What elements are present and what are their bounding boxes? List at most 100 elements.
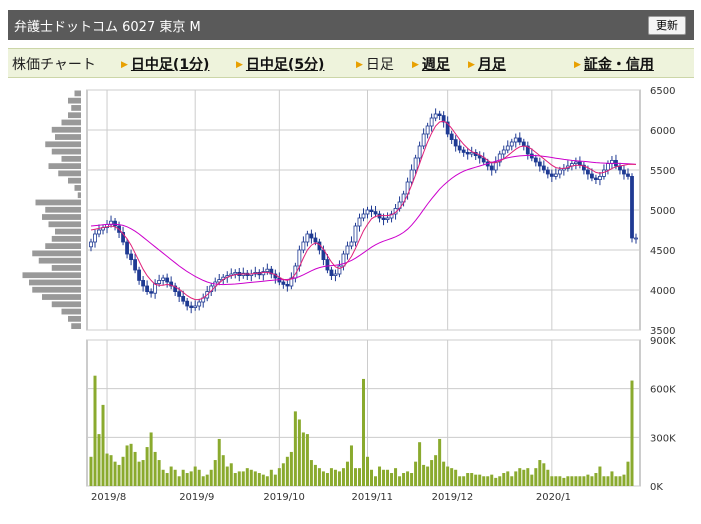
volume-bar	[626, 461, 630, 486]
date-tick-label: 2019/12	[432, 492, 474, 503]
tab-arrow-icon: ▶	[236, 60, 243, 70]
candle-down	[533, 157, 538, 163]
volume-bar	[117, 464, 121, 486]
moving-average-long-line	[90, 154, 637, 286]
candle-down	[453, 139, 458, 147]
volume-bar	[362, 378, 365, 486]
volume-bar	[245, 468, 249, 486]
tab-intraday-5min[interactable]: ▶ 日中足(5分)	[236, 57, 325, 73]
volume-bar	[578, 476, 582, 486]
volume-bar	[157, 460, 161, 486]
volume-bar	[133, 451, 137, 486]
volume-bar	[494, 477, 498, 486]
volume-profile-bar	[68, 97, 81, 104]
volume-profile-bar	[68, 177, 81, 184]
price-tick-label: 5500	[650, 166, 675, 177]
volume-bar	[446, 466, 450, 486]
volume-bar	[398, 476, 402, 486]
volume-bar	[161, 469, 165, 486]
volume-bar	[490, 474, 494, 486]
volume-bar	[502, 473, 506, 486]
candle-up	[553, 173, 558, 177]
volume-bar	[253, 471, 257, 486]
volume-bar	[97, 434, 101, 486]
volume-bar	[574, 476, 578, 486]
tab-arrow-icon: ▶	[356, 60, 363, 70]
volume-bar	[442, 461, 446, 486]
candle-up	[97, 229, 101, 235]
candle-up	[157, 279, 162, 284]
candle-up	[513, 137, 518, 143]
tab-monthly[interactable]: ▶ 月足	[468, 57, 506, 73]
tab-weekly[interactable]: ▶ 週足	[412, 57, 450, 73]
candle-down	[141, 279, 145, 287]
volume-bar	[582, 476, 586, 486]
candle-up	[265, 268, 270, 273]
candle-up	[193, 305, 198, 309]
volume-bar	[454, 469, 458, 486]
volume-bar	[165, 473, 169, 486]
volume-bar	[313, 464, 317, 486]
candle-up	[413, 157, 418, 171]
volume-bar	[382, 469, 386, 486]
candle-down	[149, 291, 154, 294]
candle-down	[113, 220, 117, 227]
tab-margin-credit[interactable]: ▶ 証金・信用	[574, 57, 654, 73]
candle-down	[541, 165, 546, 171]
candle-up	[301, 241, 306, 251]
candle-down	[630, 175, 634, 239]
volume-bar	[506, 471, 510, 486]
candle-down	[489, 165, 494, 171]
volume-bar	[434, 455, 438, 486]
volume-bar	[410, 473, 414, 486]
volume-profile-bar	[45, 141, 81, 148]
volume-bar	[554, 476, 558, 486]
candle-down	[369, 209, 374, 212]
candle-down	[121, 231, 125, 243]
tab-intraday-1min[interactable]: ▶ 日中足(1分)	[121, 57, 210, 73]
volume-profile-bar	[51, 148, 81, 155]
volume-bar	[121, 456, 125, 486]
volume-bar	[277, 468, 281, 486]
volume-bar	[241, 471, 245, 486]
candle-up	[161, 277, 166, 281]
volume-profile-bar	[22, 272, 81, 279]
refresh-button[interactable]: 更新	[648, 16, 686, 35]
candle-down	[373, 211, 378, 215]
volume-bar	[630, 380, 634, 486]
volume-bar	[378, 466, 382, 486]
volume-bar	[297, 419, 301, 486]
price-tick-label: 5000	[650, 206, 675, 217]
candle-down	[441, 115, 446, 123]
volume-bar	[265, 476, 269, 486]
candle-up	[433, 113, 438, 119]
candle-up	[501, 149, 506, 155]
volume-bar	[237, 471, 241, 486]
volume-bar	[329, 468, 333, 486]
volume-bar	[169, 466, 173, 486]
candle-up	[361, 213, 366, 219]
volume-bar	[225, 466, 229, 486]
volume-bar	[229, 463, 233, 486]
candle-up	[417, 145, 422, 159]
volume-bar	[394, 468, 398, 486]
volume-bar	[614, 476, 618, 486]
candle-up	[289, 277, 294, 287]
volume-bar	[101, 404, 105, 486]
volume-profile-bar	[29, 279, 81, 286]
volume-profile-bar	[51, 265, 81, 271]
candle-up	[409, 169, 414, 183]
volume-bar	[125, 445, 129, 486]
candle-down	[622, 169, 626, 175]
volume-bar	[213, 460, 217, 486]
candle-up	[505, 145, 510, 151]
volume-bar	[261, 474, 265, 486]
volume-bar	[618, 476, 622, 486]
volume-bar	[113, 461, 117, 486]
volume-bar	[570, 476, 574, 486]
volume-profile-bar	[55, 134, 81, 140]
volume-bar	[566, 476, 570, 486]
volume-bar	[233, 473, 237, 486]
candle-down	[173, 285, 178, 292]
